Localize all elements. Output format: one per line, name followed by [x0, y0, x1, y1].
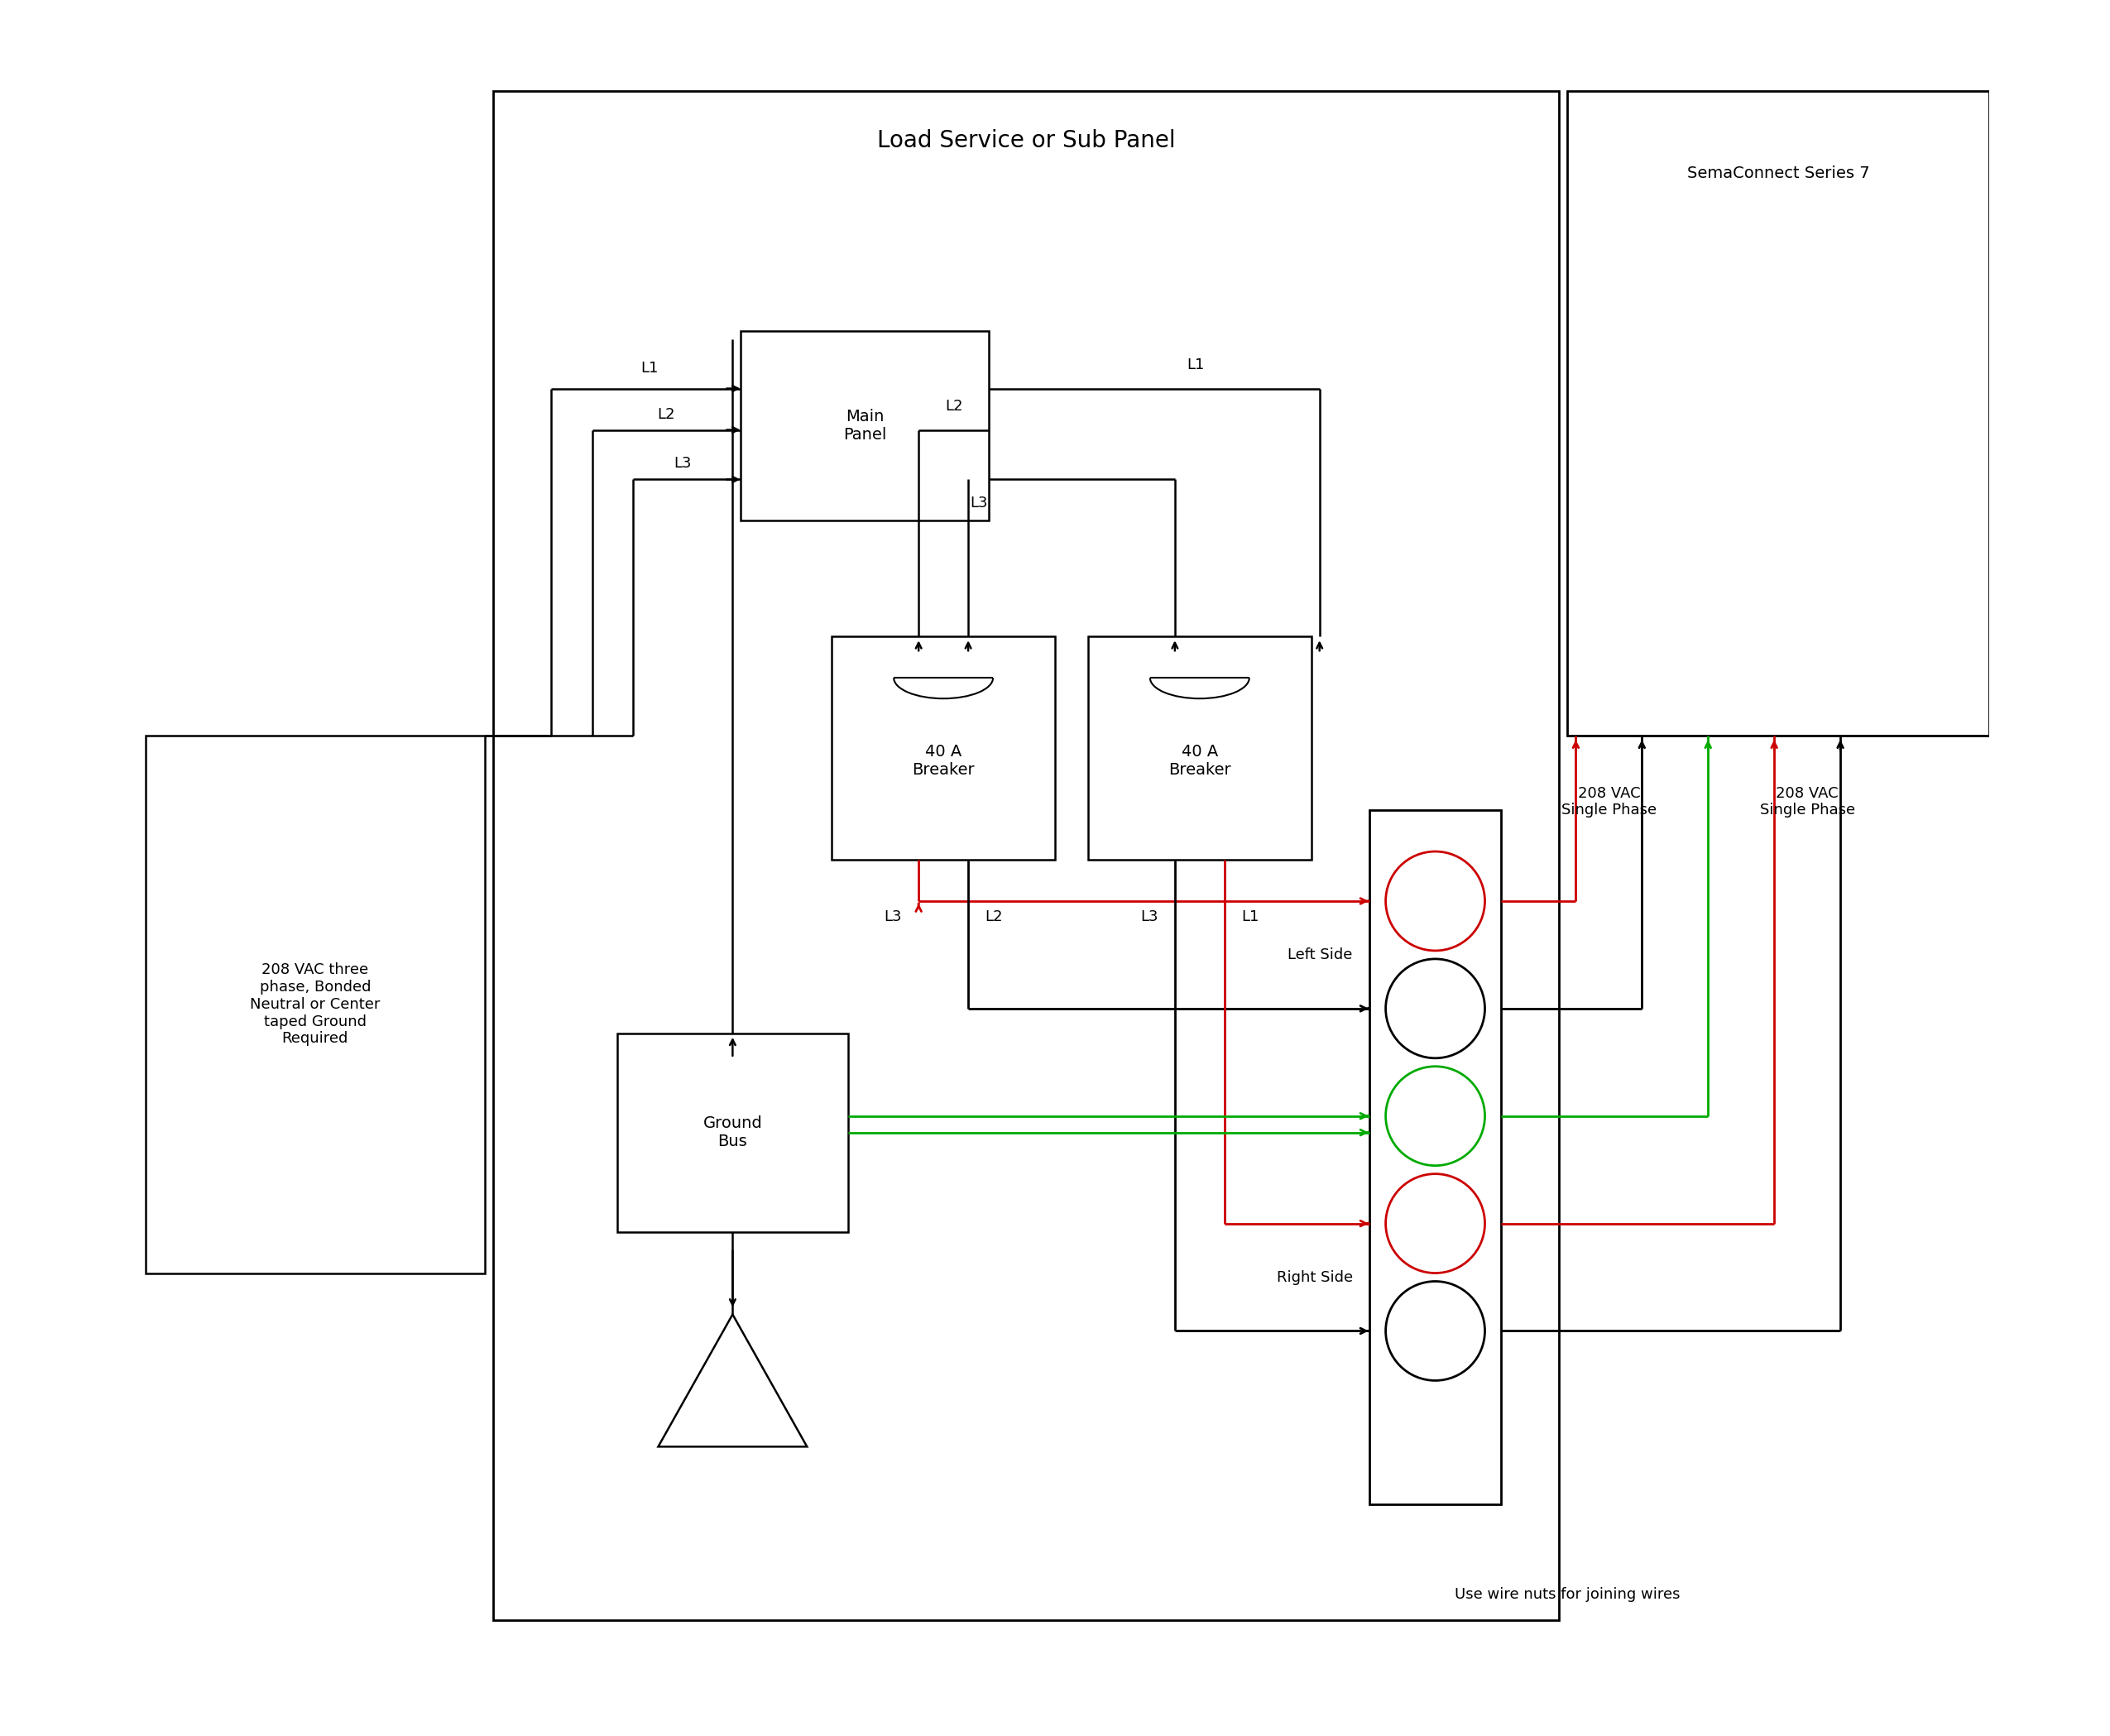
- Text: 208 VAC
Single Phase: 208 VAC Single Phase: [1760, 786, 1855, 818]
- Circle shape: [1386, 958, 1485, 1059]
- Text: L3: L3: [673, 457, 692, 470]
- Text: L1: L1: [641, 361, 658, 375]
- Text: Load Service or Sub Panel: Load Service or Sub Panel: [878, 128, 1175, 153]
- Text: L1: L1: [1241, 910, 1260, 924]
- Text: L3: L3: [1142, 910, 1158, 924]
- Text: L2: L2: [985, 910, 1002, 924]
- Text: Ground
Bus: Ground Bus: [703, 1116, 762, 1149]
- Text: 40 A
Breaker: 40 A Breaker: [1169, 743, 1230, 778]
- FancyBboxPatch shape: [831, 637, 1055, 859]
- Circle shape: [1386, 851, 1485, 951]
- Circle shape: [1386, 1281, 1485, 1380]
- FancyBboxPatch shape: [1089, 637, 1310, 859]
- Text: L2: L2: [656, 406, 675, 422]
- Circle shape: [1386, 1066, 1485, 1165]
- FancyBboxPatch shape: [494, 90, 1559, 1620]
- Text: 208 VAC
Single Phase: 208 VAC Single Phase: [1561, 786, 1656, 818]
- FancyBboxPatch shape: [146, 736, 485, 1272]
- Text: 208 VAC three
phase, Bonded
Neutral or Center
taped Ground
Required: 208 VAC three phase, Bonded Neutral or C…: [249, 962, 380, 1047]
- Polygon shape: [658, 1314, 806, 1446]
- Text: L1: L1: [1186, 358, 1205, 372]
- Text: Right Side: Right Side: [1277, 1269, 1353, 1285]
- FancyBboxPatch shape: [1568, 90, 1990, 736]
- FancyBboxPatch shape: [616, 1033, 848, 1233]
- Text: SemaConnect Series 7: SemaConnect Series 7: [1688, 165, 1869, 182]
- Circle shape: [1386, 1174, 1485, 1272]
- Text: L2: L2: [945, 399, 962, 413]
- FancyBboxPatch shape: [1369, 811, 1502, 1505]
- Text: L3: L3: [884, 910, 903, 924]
- Text: Left Side: Left Side: [1287, 948, 1353, 962]
- Text: L3: L3: [971, 496, 987, 510]
- FancyBboxPatch shape: [741, 330, 990, 521]
- Text: 40 A
Breaker: 40 A Breaker: [912, 743, 975, 778]
- Text: Main
Panel: Main Panel: [844, 408, 886, 443]
- Text: Use wire nuts for joining wires: Use wire nuts for joining wires: [1454, 1587, 1680, 1602]
